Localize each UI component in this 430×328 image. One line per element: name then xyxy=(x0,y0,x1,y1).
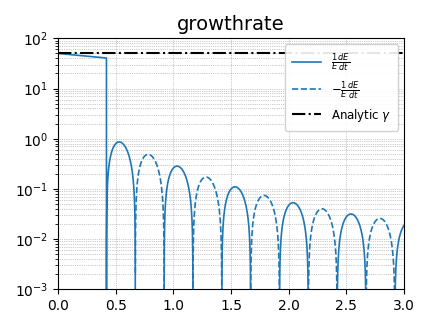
$\frac{1}{E}\frac{dE}{dt}$ xyxy=(70,53,75,57)
$\frac{1}{E}\frac{dE}{dt}$ xyxy=(76,53,81,57)
Legend: $\frac{1}{E}\frac{dE}{dt}$, $-\frac{1}{E}\frac{dE}{dt}$, Analytic $\gamma$: $\frac{1}{E}\frac{dE}{dt}$, $-\frac{1}{E… xyxy=(285,44,398,131)
$-\frac{1}{E}\frac{dE}{dt}$ xyxy=(383,221,388,225)
$\frac{1}{E}\frac{dE}{dt}$ xyxy=(57,51,62,55)
Analytic $\gamma$ xyxy=(55,51,61,55)
$\frac{1}{E}\frac{dE}{dt}$ xyxy=(402,223,407,227)
Title: growthrate: growthrate xyxy=(177,15,285,34)
$\frac{1}{E}\frac{dE}{dt}$ xyxy=(123,146,129,150)
Analytic $\gamma$ xyxy=(171,51,176,55)
Line: $\frac{1}{E}\frac{dE}{dt}$: $\frac{1}{E}\frac{dE}{dt}$ xyxy=(58,53,404,328)
$\frac{1}{E}\frac{dE}{dt}$ xyxy=(224,195,230,199)
Line: $-\frac{1}{E}\frac{dE}{dt}$: $-\frac{1}{E}\frac{dE}{dt}$ xyxy=(135,154,395,328)
$\frac{1}{E}\frac{dE}{dt}$ xyxy=(55,51,61,55)
